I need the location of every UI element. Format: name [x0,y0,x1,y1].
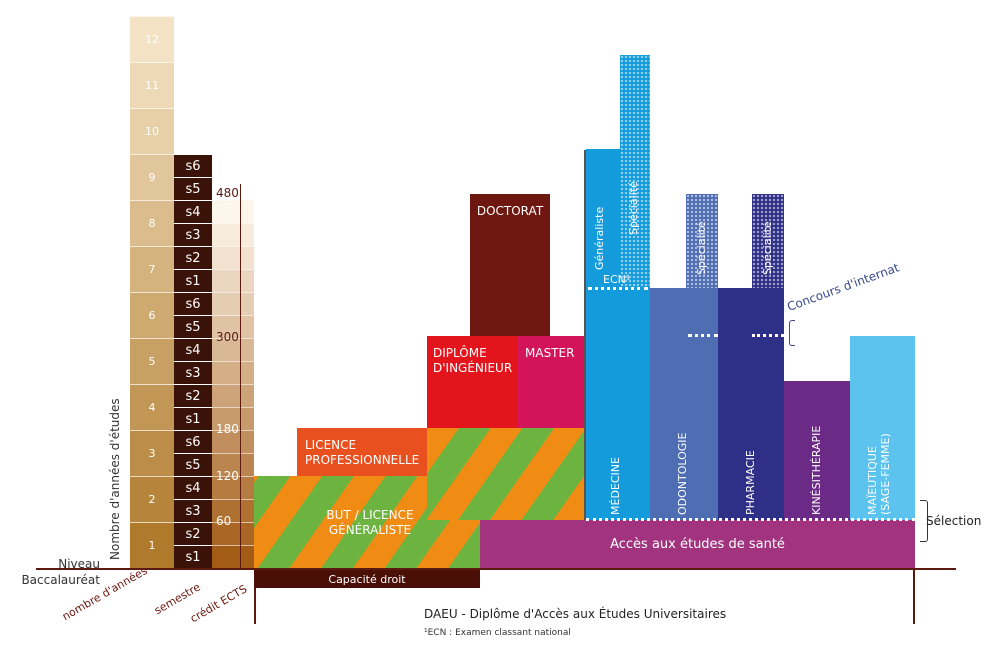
semester-cell: s1 [174,269,212,292]
ects-axis-line [240,184,241,568]
year-cell: 10 [130,108,174,154]
semester-cell: s4 [174,200,212,223]
capacite-droit-block [254,570,480,588]
doctorat-block: DOCTORAT [470,194,550,336]
kinesitherapie-block [784,381,850,520]
ects-cell [212,338,254,361]
years-axis-title: Nombre d'années d'études [108,398,122,560]
odontologie-label: ODONTOLOGIE [676,432,689,515]
internat-dash-odontologie [688,334,718,337]
kinesitherapie-label: KINÉSITHÉRAPIE [810,425,823,515]
semester-cell: s5 [174,315,212,338]
odontologie-specialite-block [686,194,718,288]
medecine-block [586,288,650,520]
selection-dash-line [586,518,915,521]
year-cell: 7 [130,246,174,292]
ects-cell [212,430,254,453]
ects-cell [212,384,254,407]
baseline [36,568,956,570]
striped-upper-block [427,428,585,520]
ecn-dash-line [588,287,648,290]
semester-cell: s6 [174,154,212,177]
year-cell: 2 [130,476,174,522]
ecn-label: ECN¹ [603,273,631,286]
ects-cell [212,361,254,384]
licence-pro-block: LICENCE PROFESSIONNELLE [297,428,427,476]
selection-label: Sélection [926,514,982,528]
ects-label: 480 [216,186,239,200]
year-cell: 6 [130,292,174,338]
semester-cell: s6 [174,430,212,453]
medecine-generaliste-block [586,149,620,288]
ects-cell [212,315,254,338]
maieutique-label: MAÏEUTIQUE (SAGE-FEMME) [866,433,892,515]
daeu-line-right [913,568,915,624]
semester-cell: s3 [174,223,212,246]
year-cell: 3 [130,430,174,476]
medecine-specialite-label: Spécialité [627,181,640,235]
semester-cell: s2 [174,522,212,545]
ects-cell [212,246,254,269]
semester-cell: s4 [174,338,212,361]
medecine-specialite-block [620,55,650,288]
diplome-ingenieur-block: DIPLÔME D'INGÉNIEUR [427,336,517,428]
semester-cell: s1 [174,407,212,430]
year-cell: 4 [130,384,174,430]
semester-cell: s5 [174,177,212,200]
ects-cell [212,453,254,476]
ects-label: 120 [216,469,239,483]
acces-sante-label: Accès aux études de santé [610,537,785,552]
ects-label: 60 [216,514,232,528]
master-block: MASTER [517,336,585,428]
ects-cell [212,407,254,430]
semester-cell: s3 [174,499,212,522]
semester-cell: s6 [174,292,212,315]
ects-cell [212,545,254,568]
semester-cell: s1 [174,545,212,568]
year-cell: 11 [130,62,174,108]
pharmacie-label: PHARMACIE [744,450,757,515]
ects-cell [212,476,254,499]
odontologie-block [650,288,718,520]
maieutique-block [850,336,915,520]
ects-cell [212,522,254,545]
semester-cell: s4 [174,476,212,499]
year-cell: 1 [130,522,174,568]
year-cell: 12 [130,16,174,62]
medecine-label: MÉDECINE [609,457,622,515]
year-cell: 5 [130,338,174,384]
internat-dash-pharmacie [752,334,784,337]
ects-cell [212,269,254,292]
concours-internat-label: Concours d'internat [785,260,902,314]
generaliste-label: Généraliste [593,206,606,270]
ects-cell [212,292,254,315]
semester-cell: s2 [174,246,212,269]
ects-cell [212,499,254,522]
footnote-label: ¹ECN : Examen classant national [424,628,571,638]
baseline-label: Niveau Baccalauréat [21,557,100,587]
semester-cell: s5 [174,453,212,476]
ects-label: 300 [216,330,239,344]
pharmacie-specialite-block [752,194,784,288]
pharmacie-specialite-label: Spécialité [761,221,774,275]
ects-label: 180 [216,422,239,436]
ects-cell [212,200,254,223]
year-cell: 8 [130,200,174,246]
health-separator [584,150,586,520]
daeu-line [254,568,256,624]
capacite-droit-label: Capacité droit [328,573,406,586]
selection-bracket [920,500,928,542]
internat-bracket [789,320,795,346]
daeu-label: DAEU - Diplôme d'Accès aux Études Univer… [424,607,727,621]
acces-sante-block [480,520,915,568]
ects-cell [212,223,254,246]
but-licence-label: BUT / LICENCE GÉNÉRALISTE [326,508,414,537]
odontologie-specialite-label: Spécialité [695,221,708,275]
semester-cell: s3 [174,361,212,384]
semester-cell: s2 [174,384,212,407]
year-cell: 9 [130,154,174,200]
pharmacie-block [718,288,784,520]
